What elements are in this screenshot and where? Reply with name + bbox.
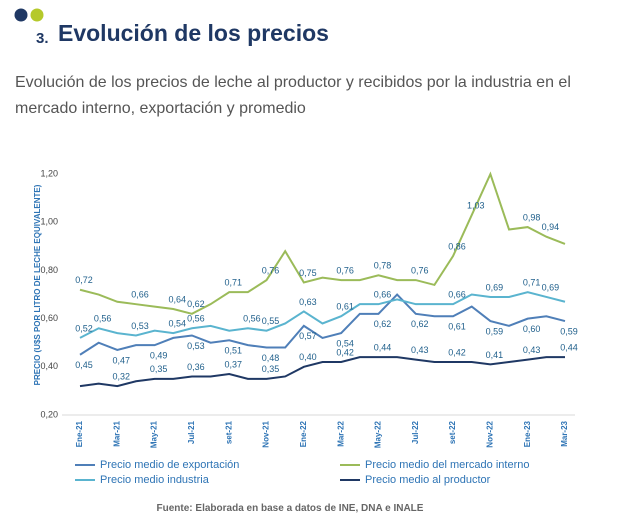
data-label: 0,71	[523, 278, 541, 288]
data-label: 0,60	[523, 324, 541, 334]
x-tick-label: Mar-21	[112, 420, 121, 446]
data-label: 0,43	[523, 345, 541, 355]
data-label: 0,59	[560, 326, 578, 336]
x-tick-label: Mar-23	[560, 420, 569, 446]
y-tick-label: 1,00	[40, 217, 58, 227]
data-label: 0,49	[150, 351, 168, 361]
data-label: 0,71	[224, 278, 242, 288]
series-line	[79, 293, 566, 356]
data-label: 0,52	[75, 323, 93, 333]
data-label: 0,75	[299, 268, 317, 278]
data-label: 0,47	[113, 355, 131, 365]
y-tick-label: 0,40	[40, 361, 58, 371]
data-label: 0,66	[131, 290, 149, 300]
x-tick-label: set-22	[448, 420, 457, 444]
data-label: 0,40	[299, 352, 317, 362]
data-label: 0,32	[113, 371, 131, 381]
data-label: 0,35	[262, 364, 280, 374]
data-label: 0,86	[448, 241, 466, 251]
dot-lime	[30, 8, 44, 22]
y-tick-label: 0,20	[40, 409, 58, 419]
legend-label: Precio medio industria	[100, 474, 210, 486]
data-label: 0,62	[411, 319, 429, 329]
data-label: 0,63	[299, 297, 317, 307]
source: Fuente: Elaborada en base a datos de INE…	[156, 503, 424, 514]
data-label: 0,57	[299, 331, 317, 341]
data-label: 0,59	[486, 326, 504, 336]
data-label: 0,56	[94, 314, 112, 324]
y-tick-label: 0,80	[40, 265, 58, 275]
data-label: 0,56	[187, 314, 205, 324]
x-tick-label: Ene-22	[299, 420, 308, 447]
data-label: 0,53	[131, 321, 149, 331]
title: Evolución de los precios	[58, 20, 329, 46]
legend-label: Precio medio al productor	[365, 474, 491, 486]
data-label: 0,37	[224, 359, 242, 369]
x-tick-label: Jul-21	[187, 420, 196, 444]
series-line	[79, 171, 566, 315]
data-label: 0,69	[486, 282, 504, 292]
x-tick-label: Mar-22	[336, 420, 345, 446]
subtitle: Evolución de los precios de leche al pro…	[15, 74, 571, 117]
data-label: 0,54	[169, 318, 187, 328]
data-label: 0,98	[523, 212, 541, 222]
data-label: 0,72	[75, 275, 93, 285]
data-label: 0,62	[374, 319, 392, 329]
data-label: 0,42	[336, 347, 354, 357]
x-tick-label: Ene-23	[523, 420, 532, 447]
y-tick-label: 1,20	[40, 168, 58, 178]
data-label: 0,76	[336, 265, 354, 275]
data-label: 0,76	[262, 265, 280, 275]
x-tick-label: May-22	[374, 420, 383, 448]
data-label: 0,42	[448, 347, 466, 357]
data-label: 0,51	[224, 346, 242, 356]
x-tick-label: May-21	[150, 420, 159, 448]
legend-label: Precio medio de exportación	[100, 459, 239, 471]
data-label: 1,03	[467, 200, 485, 210]
data-label: 0,55	[262, 316, 280, 326]
data-label: 0,41	[486, 350, 504, 360]
data-label: 0,43	[411, 345, 429, 355]
legend-label: Precio medio del mercado interno	[365, 459, 529, 471]
x-tick-label: set-21	[224, 420, 233, 444]
series-line	[79, 356, 565, 388]
data-label: 0,94	[542, 222, 560, 232]
data-label: 0,56	[243, 314, 261, 324]
x-tick-label: Nov-22	[485, 420, 494, 447]
data-label: 0,78	[374, 261, 392, 271]
x-tick-label: Ene-21	[75, 420, 84, 447]
y-axis-label: PRECIO (U$S POR LITRO DE LECHE EQUIVALEN…	[33, 184, 42, 385]
x-tick-label: Nov-21	[262, 420, 271, 447]
data-label: 0,44	[560, 343, 578, 353]
data-label: 0,35	[150, 364, 168, 374]
data-label: 0,62	[187, 299, 205, 309]
data-label: 0,66	[374, 290, 392, 300]
data-label: 0,54	[336, 338, 354, 348]
data-label: 0,36	[187, 362, 205, 372]
heading-number: 3.	[36, 30, 49, 47]
data-label: 0,69	[542, 282, 560, 292]
data-label: 0,76	[411, 265, 429, 275]
dot-navy	[14, 8, 28, 22]
data-label: 0,45	[75, 360, 93, 370]
series-line	[79, 291, 566, 339]
y-tick-label: 0,60	[40, 313, 58, 323]
data-label: 0,44	[374, 343, 392, 353]
x-tick-label: Jul-22	[411, 420, 420, 444]
data-label: 0,61	[448, 322, 466, 332]
data-label: 0,64	[169, 294, 187, 304]
data-label: 0,53	[187, 341, 205, 351]
data-label: 0,48	[262, 353, 280, 363]
data-label: 0,66	[448, 290, 466, 300]
data-label: 0,61	[336, 302, 354, 312]
